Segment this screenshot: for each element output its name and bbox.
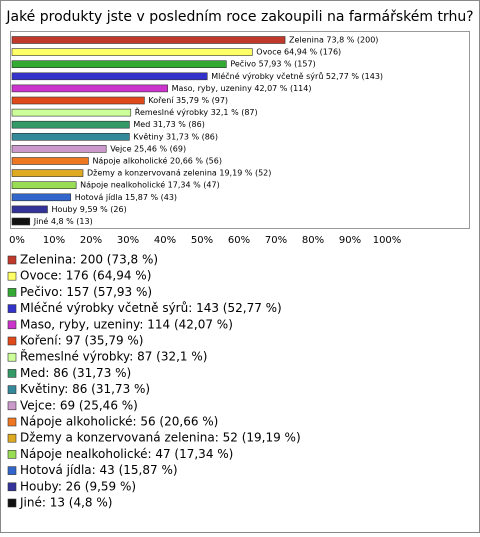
legend-swatch	[7, 417, 17, 427]
value-label: Koření 35,79 % (97)	[148, 96, 228, 105]
legend-swatch	[7, 288, 17, 297]
bar	[11, 157, 89, 165]
value-label: Vejce 25,46 % (69)	[110, 144, 186, 153]
legend-label: Med: 86 (31,73 %)	[20, 366, 131, 380]
x-tick-label: 80%	[302, 235, 324, 246]
bar	[11, 72, 208, 81]
bar	[11, 60, 227, 69]
legend-label: Maso, ryby, uzeniny: 114 (42,07 %)	[20, 317, 233, 331]
legend-label: Mléčné výrobky včetně sýrů: 143 (52,77 %…	[20, 301, 282, 315]
x-tick-label: 90%	[339, 235, 361, 246]
legend-swatch	[7, 255, 17, 265]
bar	[11, 36, 286, 44]
legend-swatch	[7, 482, 17, 492]
legend-swatch	[7, 304, 17, 313]
value-label: Jiné 4,8 % (13)	[33, 216, 93, 226]
value-label: Ovoce 64,94 % (176)	[256, 48, 341, 57]
chart-title: Jaké produkty jste v posledním roce zako…	[5, 9, 473, 25]
value-label: Mléčné výrobky včetně sýrů 52,77 % (143)	[211, 71, 383, 81]
legend-label: Ovoce: 176 (64,94 %)	[20, 269, 151, 283]
value-label: Pečivo 57,93 % (157)	[230, 59, 315, 69]
legend-swatch	[7, 498, 17, 508]
legend-label: Vejce: 69 (25,46 %)	[20, 398, 138, 412]
legend-swatch	[7, 271, 17, 281]
bar	[11, 120, 130, 129]
legend-swatch	[7, 320, 17, 330]
legend-swatch	[7, 369, 17, 378]
legend-label: Pečivo: 157 (57,93 %)	[20, 285, 152, 299]
x-tick-label: 30%	[117, 235, 139, 246]
legend-swatch	[7, 336, 17, 346]
legend-label: Květiny: 86 (31,73 %)	[20, 382, 150, 396]
value-label: Řemeslné výrobky 32,1 % (87)	[135, 107, 258, 117]
bar	[11, 193, 72, 202]
x-tick-label: 40%	[154, 235, 176, 246]
bar	[11, 169, 84, 177]
bar	[11, 181, 77, 189]
x-tick-label: 0%	[9, 235, 25, 246]
legend-swatch	[7, 352, 17, 362]
x-tick-label: 10%	[43, 235, 65, 246]
value-label: Džemy a konzervovaná zelenina 19,19 % (5…	[87, 169, 271, 178]
value-label: Nápoje nealkoholické 17,34 % (47)	[80, 180, 220, 190]
bar	[11, 217, 31, 226]
x-tick-label: 100%	[373, 235, 402, 246]
legend-swatch	[7, 466, 17, 475]
value-label: Houby 9,59 % (26)	[51, 205, 126, 214]
bar	[11, 84, 168, 93]
bar	[11, 108, 132, 117]
x-tick-label: 50%	[191, 235, 213, 246]
legend-label: Houby: 26 (9,59 %)	[20, 479, 136, 493]
value-label: Květiny 31,73 % (86)	[133, 132, 218, 141]
value-label: Med 31,73 % (86)	[133, 120, 204, 129]
legend-label: Džemy a konzervovaná zelenina: 52 (19,19…	[20, 431, 301, 445]
legend-label: Zelenina: 200 (73,8 %)	[20, 253, 158, 267]
bar	[11, 133, 130, 141]
legend-label: Nápoje alkoholické: 56 (20,66 %)	[20, 415, 218, 429]
legend-label: Hotová jídla: 43 (15,87 %)	[20, 463, 178, 477]
bar	[11, 96, 145, 105]
value-label: Maso, ryby, uzeniny 42,07 % (114)	[172, 84, 312, 93]
legend-swatch	[7, 433, 17, 443]
bar	[11, 145, 107, 153]
value-label: Zelenina 73,8 % (200)	[289, 36, 378, 45]
plot-frame	[10, 31, 470, 229]
legend-label: Nápoje nealkoholické: 47 (17,34 %)	[20, 447, 233, 461]
legend-swatch	[7, 401, 17, 411]
legend-swatch	[7, 450, 17, 459]
legend-label: Koření: 97 (35,79 %)	[20, 334, 143, 348]
x-tick-label: 70%	[265, 235, 287, 246]
x-tick-label: 20%	[80, 235, 102, 246]
legend-swatch	[7, 385, 17, 394]
value-label: Nápoje alkoholické 20,66 % (56)	[92, 156, 222, 166]
legend-label: Řemeslné výrobky: 87 (32,1 %)	[20, 349, 207, 364]
value-label: Hotová jídla 15,87 % (43)	[75, 193, 177, 202]
bar	[11, 205, 48, 214]
x-tick-label: 60%	[228, 235, 250, 246]
bar	[11, 48, 253, 56]
legend-label: Jiné: 13 (4,8 %)	[19, 496, 112, 510]
